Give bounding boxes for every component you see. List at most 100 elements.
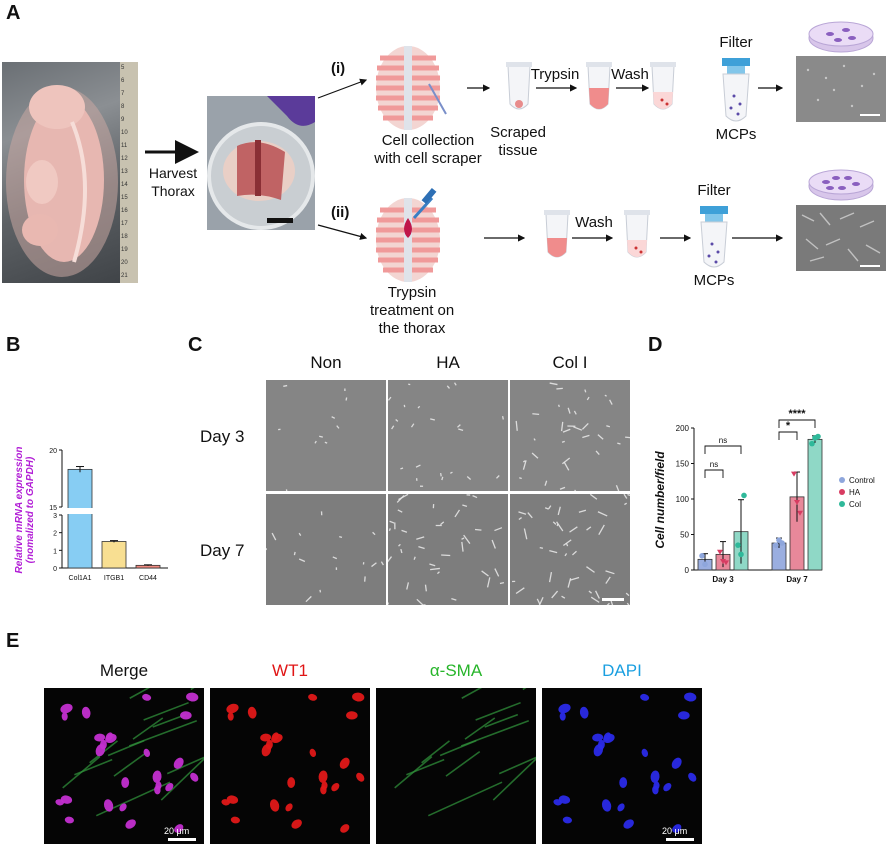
nucleus bbox=[55, 799, 64, 806]
cell bbox=[561, 457, 571, 465]
cell bbox=[560, 421, 564, 432]
nucleus bbox=[603, 732, 611, 741]
nucleus bbox=[227, 712, 234, 721]
actin-fiber bbox=[445, 750, 481, 777]
petri-dish-2 bbox=[808, 169, 874, 201]
route-i-label: (i) bbox=[331, 60, 346, 77]
bar bbox=[789, 496, 805, 571]
cell bbox=[345, 397, 348, 401]
nucleus bbox=[154, 785, 161, 795]
bar bbox=[67, 468, 93, 569]
cell bbox=[551, 590, 559, 599]
nucleus bbox=[81, 706, 91, 719]
wash-step-label-1: Wash bbox=[611, 66, 649, 83]
actin-fiber bbox=[461, 688, 483, 699]
cell bbox=[570, 576, 580, 581]
cell bbox=[400, 467, 404, 470]
cell bbox=[499, 582, 505, 585]
data-point bbox=[699, 553, 705, 559]
actin-fiber bbox=[475, 701, 521, 721]
cell bbox=[453, 382, 457, 386]
y-axis-label: Relative mRNA expression (nomalized to GA… bbox=[14, 447, 36, 574]
thorax-illustration bbox=[207, 96, 315, 230]
cell bbox=[586, 526, 592, 531]
micrograph-day-3-col-i bbox=[510, 380, 630, 491]
actin-fiber bbox=[160, 757, 204, 801]
cell bbox=[446, 385, 450, 389]
nucleus bbox=[186, 692, 199, 702]
cell bbox=[462, 504, 468, 507]
nucleus bbox=[125, 819, 136, 829]
fluorescence-wt1 bbox=[210, 688, 370, 844]
nucleus bbox=[558, 703, 571, 714]
ruler-mark: 12 bbox=[121, 156, 128, 162]
nucleus bbox=[309, 748, 317, 758]
data-point bbox=[779, 540, 785, 546]
row-label-day-3: Day 3 bbox=[200, 427, 245, 446]
nucleus bbox=[318, 770, 328, 783]
cell bbox=[417, 405, 421, 409]
data-point bbox=[773, 542, 779, 548]
cell bbox=[293, 551, 296, 556]
y-tick-label: 1 bbox=[53, 548, 57, 555]
nucleus bbox=[271, 732, 279, 741]
cell bbox=[578, 509, 587, 513]
data-point bbox=[797, 510, 803, 516]
cell bbox=[401, 529, 408, 533]
cell bbox=[584, 389, 587, 393]
nucleus bbox=[308, 693, 318, 701]
nucleus bbox=[180, 711, 192, 720]
legend-marker bbox=[839, 489, 845, 495]
micrograph-route-i bbox=[796, 56, 886, 122]
cell bbox=[472, 495, 478, 499]
cell bbox=[463, 534, 471, 545]
cell bbox=[556, 387, 563, 390]
data-point bbox=[776, 537, 782, 543]
data-point bbox=[738, 551, 744, 558]
significance-label: * bbox=[786, 420, 791, 432]
cell bbox=[615, 484, 620, 491]
nucleus bbox=[352, 692, 365, 702]
actin-fiber bbox=[427, 781, 503, 817]
cell bbox=[567, 407, 571, 414]
cell bbox=[461, 537, 465, 540]
nucleus bbox=[684, 692, 697, 702]
cell bbox=[519, 477, 522, 480]
piglet-illustration bbox=[6, 62, 138, 283]
nucleus bbox=[597, 739, 605, 750]
micrograph-day-3-non bbox=[266, 380, 386, 491]
cell bbox=[339, 536, 343, 539]
cell bbox=[562, 539, 572, 547]
cell bbox=[561, 595, 566, 599]
cell bbox=[440, 472, 442, 477]
significance-bracket bbox=[778, 419, 816, 428]
actin-fiber bbox=[492, 757, 536, 801]
cell bbox=[454, 509, 461, 518]
nucleus bbox=[601, 799, 612, 812]
bar bbox=[135, 564, 161, 569]
cell bbox=[598, 524, 605, 536]
cell bbox=[518, 517, 522, 521]
cell bbox=[556, 521, 564, 532]
column-label-col-i: Col I bbox=[552, 353, 588, 372]
cell bbox=[549, 550, 558, 554]
y-tick-label: 100 bbox=[676, 495, 690, 504]
significance-label: ns bbox=[719, 436, 727, 445]
actin-fiber bbox=[143, 701, 189, 721]
cell bbox=[597, 434, 604, 440]
ruler-mark: 6 bbox=[121, 78, 125, 84]
nucleus bbox=[559, 712, 566, 721]
panel-label-d: D bbox=[648, 334, 663, 356]
cell bbox=[416, 598, 424, 605]
cell bbox=[283, 384, 288, 387]
ruler-mark: 10 bbox=[121, 130, 128, 136]
nucleus bbox=[678, 711, 690, 720]
cell bbox=[395, 418, 399, 422]
nucleus bbox=[260, 733, 272, 742]
cell bbox=[451, 598, 457, 601]
data-point bbox=[812, 435, 818, 441]
cell bbox=[606, 425, 611, 428]
cell bbox=[625, 592, 630, 597]
cell bbox=[440, 521, 445, 526]
data-point bbox=[815, 433, 821, 440]
